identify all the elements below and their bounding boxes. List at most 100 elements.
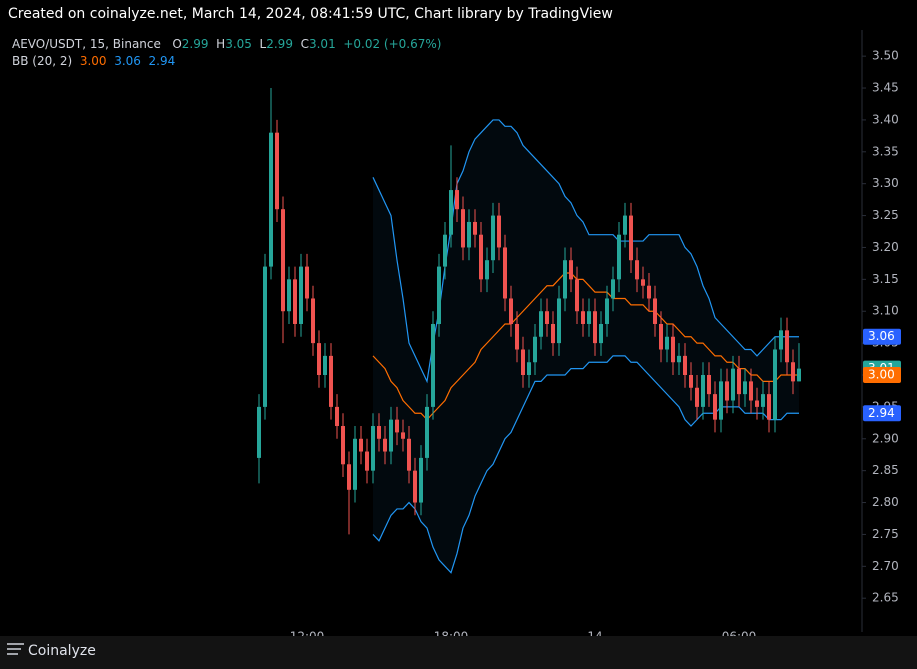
candle-body: [365, 451, 369, 471]
y-tick-label: 2.65: [872, 591, 899, 605]
candle-body: [767, 394, 771, 420]
candle-body: [797, 368, 801, 382]
band-fill: [373, 119, 799, 573]
candle-body: [557, 298, 561, 344]
candle-body: [515, 323, 519, 350]
footer-bar: [0, 636, 917, 669]
candle-body: [443, 234, 447, 267]
candle-body: [449, 190, 453, 235]
y-tick-label: 3.45: [872, 81, 899, 95]
bb-upper-line: [372, 119, 799, 384]
price-badge: [863, 328, 901, 345]
candle-body: [497, 215, 501, 248]
bb-value: 2.94: [148, 54, 176, 68]
candle-body: [281, 209, 285, 312]
price-badge: [863, 405, 901, 422]
candle-body: [779, 330, 783, 350]
candle-body: [755, 400, 759, 407]
bb-middle-line: [372, 272, 799, 421]
ohlc-value: 2.99: [181, 37, 209, 51]
candle-body: [509, 298, 513, 324]
candle-body: [395, 419, 399, 433]
header-title: Created on coinalyze.net, March 14, 2024…: [8, 6, 613, 22]
candle-body: [713, 394, 717, 420]
candle-body: [749, 381, 753, 401]
candle-body: [269, 132, 273, 267]
candle-body: [761, 394, 765, 407]
ohlc-letter: C: [300, 37, 309, 51]
candle-body: [533, 336, 537, 363]
candle-body: [563, 260, 567, 299]
candle-body: [659, 323, 663, 350]
candle-body: [623, 215, 627, 235]
candle-body: [335, 406, 339, 427]
y-tick-label: 3.50: [872, 49, 899, 63]
y-tick-label: 3.25: [872, 208, 899, 222]
candle-body: [311, 298, 315, 344]
bb-label: BB (20, 2): [12, 54, 73, 68]
candle-body: [653, 298, 657, 324]
candle-body: [341, 426, 345, 465]
y-tick-label: 3.20: [872, 240, 899, 254]
y-tick-label: 3.15: [872, 272, 899, 286]
footer-brand: Coinalyze: [28, 643, 96, 659]
ohlc-value: 3.01: [308, 37, 336, 51]
candle-body: [707, 375, 711, 395]
candle-body: [455, 190, 459, 210]
candle-body: [389, 419, 393, 452]
candle-body: [593, 311, 597, 344]
candle-body: [635, 260, 639, 280]
bb-lower-line: [372, 355, 799, 574]
candle-body: [479, 234, 483, 280]
y-tick-label: 3.30: [872, 176, 899, 190]
candle-body: [605, 298, 609, 324]
bb-value: 3.06: [114, 54, 141, 68]
candle-body: [677, 355, 681, 363]
candle-body: [539, 311, 543, 337]
candle-body: [323, 355, 327, 376]
candle-body: [305, 266, 309, 299]
candle-body: [587, 311, 591, 324]
ohlc-letter: O: [172, 37, 182, 51]
candle-body: [461, 209, 465, 248]
candle-body: [437, 266, 441, 324]
candle-body: [419, 457, 423, 503]
candle-body: [581, 311, 585, 324]
y-tick-label: 2.80: [872, 495, 899, 509]
candle-body: [599, 323, 603, 344]
candle-body: [473, 221, 477, 235]
candle-body: [725, 381, 729, 401]
candle-body: [287, 279, 291, 312]
candle-body: [647, 285, 651, 299]
candle-body: [425, 406, 429, 458]
bb-row: BB (20, 2) 3.00 3.06 2.94: [12, 53, 441, 70]
candle-body: [791, 362, 795, 382]
ohlc-value: 3.05: [225, 37, 252, 51]
candle-body: [353, 438, 357, 490]
candle-body: [491, 215, 495, 261]
price-badge-label: 3.06: [868, 329, 895, 343]
price-badge: [863, 367, 901, 384]
candle-body: [695, 387, 699, 407]
candle-body: [383, 438, 387, 452]
ohlc-letter: H: [216, 37, 226, 51]
y-tick-label: 3.35: [872, 144, 899, 158]
candle-body: [347, 464, 351, 490]
change: +0.02 (+0.67%): [343, 37, 442, 51]
candle-body: [329, 355, 333, 407]
candle-body: [689, 375, 693, 388]
candle-body: [569, 260, 573, 280]
ohlc-row: AEVO/USDT, 15, Binance O2.99 H3.05 L2.99…: [12, 36, 441, 53]
price-badge-label: 2.94: [868, 406, 895, 420]
candle-body: [719, 381, 723, 420]
candle-body: [629, 215, 633, 261]
candle-body: [401, 432, 405, 439]
y-tick-label: 2.90: [872, 431, 899, 445]
candle-body: [413, 470, 417, 503]
candle-body: [317, 343, 321, 376]
candle-body: [731, 368, 735, 401]
candle-body: [521, 349, 525, 376]
candle-body: [431, 323, 435, 407]
